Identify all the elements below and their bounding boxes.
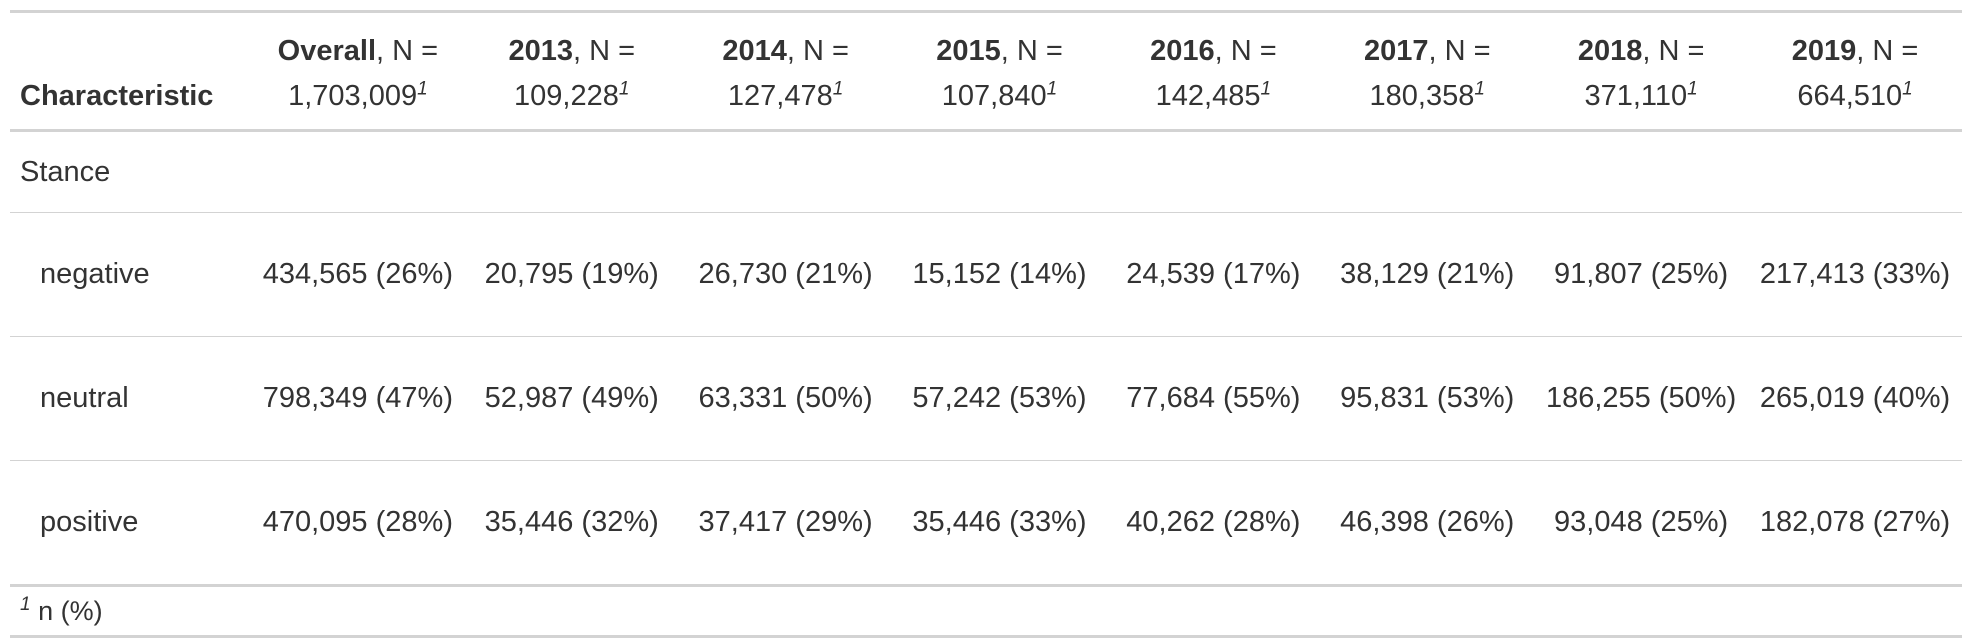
- header-2014: 2014, N = 127,4781: [678, 10, 893, 132]
- row-label: neutral: [10, 336, 251, 461]
- table-cell: 37,417 (29%): [678, 460, 893, 587]
- header-n: 180,358: [1369, 80, 1475, 112]
- table-cell: 57,242 (53%): [892, 336, 1107, 461]
- header-suffix: , N =: [1856, 35, 1919, 67]
- table-cell: 434,565 (26%): [250, 212, 465, 337]
- header-count-line: 371,1101: [1534, 74, 1748, 119]
- header-n: 109,228: [514, 80, 619, 112]
- header-overall: Overall, N = 1,703,0091: [250, 10, 465, 132]
- header-count-line: 664,5101: [1748, 74, 1962, 119]
- footnote-marker: 1: [832, 78, 844, 100]
- header-name: 2013: [508, 35, 573, 67]
- table-footer: 1 n (%): [10, 585, 1962, 638]
- table-cell: 35,446 (32%): [464, 460, 679, 587]
- header-title-line: Overall, N =: [251, 29, 465, 74]
- table-row-negative: negative 434,565 (26%) 20,795 (19%) 26,7…: [10, 212, 1962, 337]
- header-suffix: , N =: [1000, 35, 1063, 67]
- header-row: Characteristic Overall, N = 1,703,0091 2…: [10, 10, 1962, 132]
- table-cell: 91,807 (25%): [1534, 212, 1749, 337]
- table-cell: 26,730 (21%): [678, 212, 893, 337]
- row-label: negative: [10, 212, 251, 337]
- header-name: 2014: [722, 35, 787, 67]
- header-name: 2018: [1577, 35, 1643, 67]
- header-count-line: 109,2281: [465, 74, 679, 119]
- table-cell: 77,684 (55%): [1106, 336, 1321, 461]
- table-cell: 40,262 (28%): [1106, 460, 1321, 587]
- footnote-marker: 1: [1474, 78, 1485, 100]
- header-2016: 2016, N = 142,4851: [1106, 10, 1321, 132]
- header-n: 664,510: [1797, 80, 1903, 112]
- header-n: 107,840: [941, 80, 1047, 112]
- row-label: positive: [10, 460, 251, 587]
- summary-table: Characteristic Overall, N = 1,703,0091 2…: [10, 10, 1962, 638]
- header-name: 2019: [1791, 35, 1857, 67]
- header-name: 2016: [1150, 35, 1215, 67]
- table-cell: 15,152 (14%): [892, 212, 1107, 337]
- table-cell: 265,019 (40%): [1748, 336, 1962, 461]
- header-2015: 2015, N = 107,8401: [892, 10, 1107, 132]
- table-row-neutral: neutral 798,349 (47%) 52,987 (49%) 63,33…: [10, 336, 1962, 461]
- table-cell: 38,129 (21%): [1320, 212, 1535, 337]
- summary-table-container: Characteristic Overall, N = 1,703,0091 2…: [10, 10, 1962, 638]
- header-2013: 2013, N = 109,2281: [464, 10, 679, 132]
- table-cell: 35,446 (33%): [892, 460, 1107, 587]
- table-cell: 63,331 (50%): [678, 336, 893, 461]
- header-count-line: 142,4851: [1106, 74, 1320, 119]
- header-2017: 2017, N = 180,3581: [1320, 10, 1535, 132]
- header-suffix: , N =: [1214, 35, 1277, 67]
- group-label: Stance: [10, 130, 1962, 213]
- table-cell: 186,255 (50%): [1534, 336, 1749, 461]
- table-cell: 182,078 (27%): [1748, 460, 1962, 587]
- header-title-line: 2017, N =: [1320, 29, 1534, 74]
- header-suffix: , N =: [1428, 35, 1491, 67]
- header-count-line: 180,3581: [1320, 74, 1534, 119]
- footnote-row: 1 n (%): [10, 585, 1962, 638]
- header-characteristic: Characteristic: [10, 10, 251, 132]
- footnote-marker: 1: [1260, 78, 1272, 100]
- header-2019: 2019, N = 664,5101: [1748, 10, 1962, 132]
- table-cell: 93,048 (25%): [1534, 460, 1749, 587]
- header-name: 2015: [936, 35, 1001, 67]
- header-count-line: 107,8401: [893, 74, 1107, 119]
- header-n: 371,110: [1584, 80, 1688, 112]
- header-name: Overall: [277, 35, 376, 67]
- header-n: 127,478: [727, 80, 833, 112]
- table-cell: 798,349 (47%): [250, 336, 465, 461]
- header-n: 142,485: [1155, 80, 1261, 112]
- header-suffix: , N =: [786, 35, 849, 67]
- table-cell: 95,831 (53%): [1320, 336, 1535, 461]
- header-2018: 2018, N = 371,1101: [1534, 10, 1749, 132]
- header-suffix: , N =: [1642, 35, 1705, 67]
- header-n: 1,703,009: [288, 80, 418, 112]
- footnote-marker: 1: [1902, 78, 1913, 100]
- table-body: Stance negative 434,565 (26%) 20,795 (19…: [10, 130, 1962, 587]
- footnote-text: n (%): [38, 596, 103, 626]
- header-title-line: 2015, N =: [893, 29, 1107, 74]
- group-row-stance: Stance: [10, 130, 1962, 213]
- table-row-positive: positive 470,095 (28%) 35,446 (32%) 37,4…: [10, 460, 1962, 587]
- footnote-marker: 1: [417, 78, 428, 100]
- header-suffix: , N =: [376, 35, 439, 67]
- header-title-line: 2019, N =: [1748, 29, 1962, 74]
- table-cell: 52,987 (49%): [464, 336, 679, 461]
- footnote-marker: 1: [618, 78, 630, 100]
- footnote-marker: 1: [1046, 78, 1058, 100]
- table-cell: 217,413 (33%): [1748, 212, 1962, 337]
- header-suffix: , N =: [572, 35, 636, 67]
- table-cell: 470,095 (28%): [250, 460, 465, 587]
- footnote-marker: 1: [20, 594, 31, 615]
- header-title-line: 2014, N =: [679, 29, 893, 74]
- header-count-line: 1,703,0091: [251, 74, 465, 119]
- footnote-marker: 1: [1687, 78, 1698, 100]
- table-cell: 46,398 (26%): [1320, 460, 1535, 587]
- header-title-line: 2013, N =: [465, 29, 679, 74]
- header-count-line: 127,4781: [679, 74, 893, 119]
- table-cell: 24,539 (17%): [1106, 212, 1321, 337]
- header-name: 2017: [1363, 35, 1429, 67]
- table-header: Characteristic Overall, N = 1,703,0091 2…: [10, 10, 1962, 132]
- header-title-line: 2018, N =: [1534, 29, 1748, 74]
- table-cell: 20,795 (19%): [464, 212, 679, 337]
- header-title-line: 2016, N =: [1106, 29, 1320, 74]
- footnote: 1 n (%): [10, 585, 1962, 638]
